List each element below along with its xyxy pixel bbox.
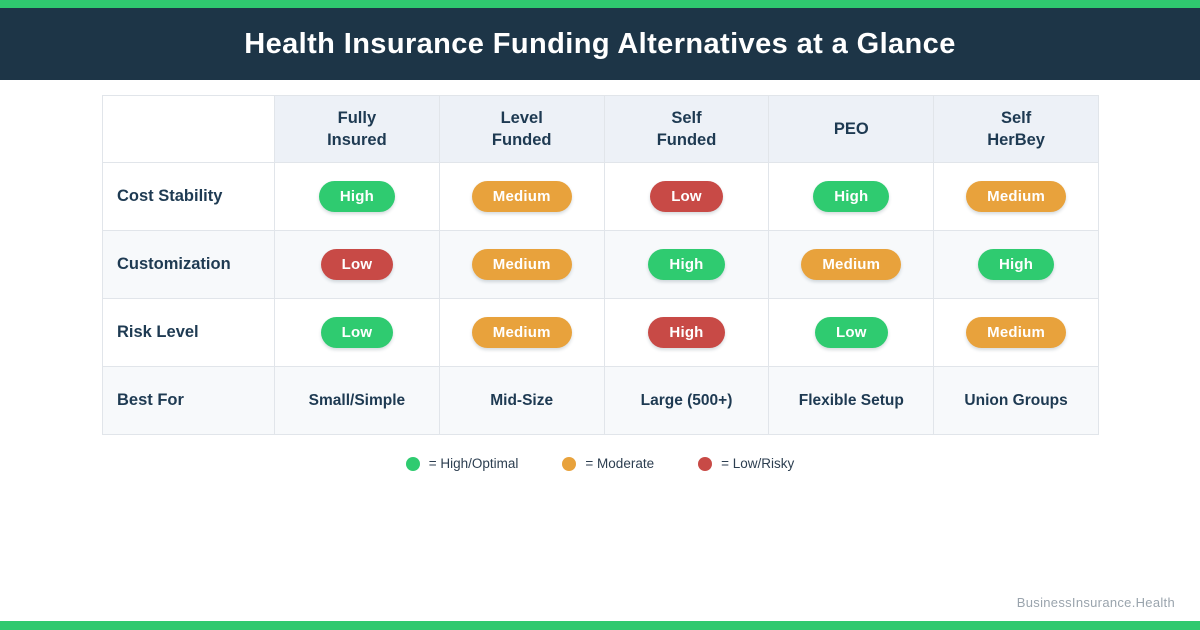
best-for-value: Large (500+) xyxy=(640,391,733,409)
table-cell: Medium xyxy=(438,162,605,231)
rating-pill: High xyxy=(318,181,395,212)
table-cell: Large (500+) xyxy=(603,366,770,435)
rating-pill: Medium xyxy=(471,317,572,348)
legend-label: = Moderate xyxy=(585,456,655,471)
rating-pill: Medium xyxy=(471,181,572,212)
legend-dot-orange-icon xyxy=(562,456,577,471)
row-label-risk-level: Risk Level xyxy=(102,298,275,367)
table-cell: Mid-Size xyxy=(438,366,605,435)
rating-pill: Medium xyxy=(801,249,902,280)
table-row-best-for: Best For Small/Simple Mid-Size Large (50… xyxy=(102,366,1099,435)
brand-watermark: BusinessInsurance.Health xyxy=(1016,595,1175,610)
row-label-best-for: Best For xyxy=(102,366,275,435)
table-cell: High xyxy=(768,162,935,231)
row-label-customization: Customization xyxy=(102,230,275,299)
table-header-row: Fully Insured Level Funded Self Funded P… xyxy=(102,95,1099,163)
column-header-peo: PEO xyxy=(768,95,935,163)
legend-dot-green-icon xyxy=(405,456,420,471)
table-cell: Medium xyxy=(438,298,605,367)
rating-pill: Low xyxy=(320,317,394,348)
rating-pill: Medium xyxy=(966,181,1067,212)
best-for-value: Small/Simple xyxy=(308,391,406,409)
legend: = High/Optimal = Moderate = Low/Risky xyxy=(0,456,1200,471)
rating-pill: High xyxy=(648,317,725,348)
column-header-self-funded: Self Funded xyxy=(603,95,770,163)
legend-label: = High/Optimal xyxy=(428,456,519,471)
best-for-value: Union Groups xyxy=(964,391,1068,409)
table-cell: Medium xyxy=(933,298,1099,367)
comparison-table: Fully Insured Level Funded Self Funded P… xyxy=(102,95,1099,435)
table-row-cost-stability: Cost Stability High Medium Low High Medi… xyxy=(102,162,1099,231)
rating-pill: Low xyxy=(650,181,723,212)
rating-pill: Low xyxy=(320,249,394,280)
rating-pill: High xyxy=(813,181,890,212)
bottom-accent-bar xyxy=(0,621,1200,630)
legend-item-high-optimal: = High/Optimal xyxy=(405,456,519,471)
table-cell: High xyxy=(603,230,770,299)
table-cell: Medium xyxy=(768,230,935,299)
rating-pill: Medium xyxy=(966,317,1067,348)
table-cell: High xyxy=(274,162,440,231)
table-cell: Low xyxy=(274,298,440,367)
column-header-self-herbey: Self HerBey xyxy=(933,95,1099,163)
table-cell: Medium xyxy=(438,230,605,299)
table-cell: Low xyxy=(768,298,935,367)
table-cell: Low xyxy=(603,162,770,231)
best-for-value: Flexible Setup xyxy=(798,391,904,409)
table-cell: High xyxy=(933,230,1099,299)
legend-item-moderate: = Moderate xyxy=(562,456,654,471)
column-header-level-funded: Level Funded xyxy=(438,95,605,163)
rating-pill: High xyxy=(978,249,1055,280)
page-title: Health Insurance Funding Alternatives at… xyxy=(244,27,956,60)
rating-pill: Low xyxy=(814,317,888,348)
header-band: Health Insurance Funding Alternatives at… xyxy=(0,8,1200,80)
corner-cell xyxy=(102,95,275,163)
legend-item-low-risky: = Low/Risky xyxy=(698,456,794,471)
table-cell: High xyxy=(603,298,770,367)
legend-dot-red-icon xyxy=(698,456,713,471)
row-label-cost-stability: Cost Stability xyxy=(102,162,275,231)
comparison-table-wrap: Fully Insured Level Funded Self Funded P… xyxy=(102,95,1099,435)
rating-pill: High xyxy=(648,249,725,280)
table-cell: Flexible Setup xyxy=(768,366,935,435)
table-cell: Medium xyxy=(933,162,1099,231)
rating-pill: Medium xyxy=(471,249,572,280)
top-accent-bar xyxy=(0,0,1200,8)
legend-label: = Low/Risky xyxy=(721,456,795,471)
best-for-value: Mid-Size xyxy=(490,391,554,409)
table-cell: Low xyxy=(274,230,440,299)
table-row-risk-level: Risk Level Low Medium High Low Medium xyxy=(102,298,1099,367)
table-row-customization: Customization Low Medium High Medium Hig… xyxy=(102,230,1099,299)
table-cell: Union Groups xyxy=(933,366,1099,435)
column-header-fully-insured: Fully Insured xyxy=(274,95,440,163)
table-cell: Small/Simple xyxy=(274,366,440,435)
